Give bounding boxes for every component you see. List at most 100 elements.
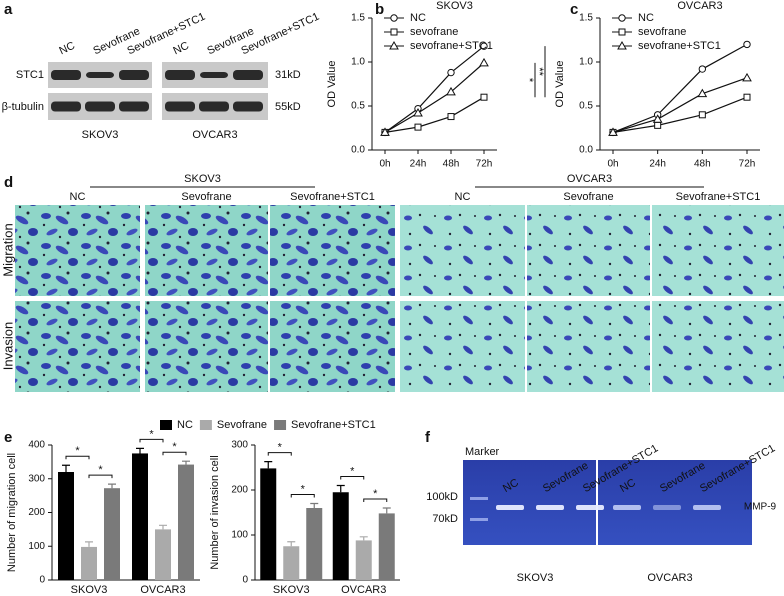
point [698,65,707,73]
blot-band [86,72,114,78]
significance-bracket [88,474,113,479]
point [618,14,626,22]
error-bar [359,536,368,541]
column-label: Sevofrane+STC1 [676,191,761,203]
y-tick-label: 100 [28,541,45,552]
band-label: MMP-9 [744,502,777,513]
panel-letter: c [570,1,578,18]
gel-band [653,505,681,510]
column-label: NC [455,191,471,203]
marker-band [470,518,488,521]
cell-label: SKOV3 [517,572,554,584]
point [617,40,627,50]
gel-band [496,505,524,510]
micrograph [145,301,268,392]
y-tick-label: 0.0 [579,145,593,156]
panel-letter: a [4,1,13,18]
marker-label: Marker [465,446,500,458]
legend-swatch [274,420,287,430]
line [612,77,748,133]
legend-label: sevofrane [638,26,686,38]
y-axis-label: OD Value [554,61,566,108]
error-bar [62,464,70,472]
column-label: NC [70,191,86,203]
point [743,40,751,49]
x-tick-label: 24h [649,159,666,170]
point [414,123,422,131]
micrograph [400,301,525,392]
point [380,127,390,136]
x-tick-label: 0h [607,159,618,170]
cell-label: OVCAR3 [647,572,692,584]
bar [283,546,300,580]
y-tick-label: 300 [28,473,45,484]
y-tick-label: 200 [231,485,248,496]
row-label: STC1 [16,69,44,81]
significance-bracket [162,451,187,456]
gel-band [576,505,604,510]
group-label: OVCAR3 [567,173,612,185]
legend-label: Sevofrane [217,419,267,431]
point [697,88,708,98]
bar [178,464,194,580]
y-tick-label: 100 [231,530,248,541]
x-tick-label: 72h [739,159,756,170]
panel-letter: d [4,174,13,191]
y-tick-label: 1.0 [351,57,365,68]
size-label: 31kD [275,69,301,81]
significance-bracket [65,455,90,460]
line [384,45,485,133]
significance-bracket [340,476,365,480]
chart-title: SKOV3 [436,0,473,12]
y-tick-label: 400 [28,440,45,451]
gel-band [613,505,641,510]
line [612,43,748,133]
size-label: 100kD [426,491,458,503]
y-tick-label: 0 [39,575,45,586]
x-tick-label: 48h [443,159,460,170]
blot-band [119,101,149,112]
error-bar [182,460,190,465]
micrograph [270,301,395,392]
blot-band [119,70,149,80]
size-label: 55kD [275,101,301,113]
panel-letter: e [4,429,12,446]
point [446,86,456,96]
error-bar [336,484,345,493]
legend-label: NC [410,12,426,24]
y-tick-label: 0.0 [351,145,365,156]
row-label: Migration [0,223,15,276]
x-tick-label: 48h [694,159,711,170]
error-bar [310,502,319,508]
panel-letter: f [425,429,431,446]
legend-label: sevofrane+STC1 [638,40,721,52]
gel [463,460,752,545]
x-tick-label: 72h [476,159,493,170]
micrograph [15,301,140,392]
point [413,108,423,117]
legend-label: NC [638,12,654,24]
point [390,28,398,36]
significance-bracket [363,498,388,502]
marker-band [470,497,488,500]
point [618,28,626,36]
gel-band [536,505,564,510]
bar [332,492,349,580]
error-bar [159,524,167,530]
blot-band [85,101,115,112]
lane-label: NC [171,40,191,58]
row-label: Invasion [0,322,15,370]
chart-title: OVCAR3 [677,0,722,12]
line [384,96,485,133]
y-tick-label: 1.5 [351,13,365,24]
blot-band [233,70,263,80]
legend-label: NC [177,419,193,431]
significance: * [278,442,283,454]
y-tick-label: 0 [242,575,248,586]
blot-band [200,72,228,78]
line [612,96,748,133]
point [743,93,751,101]
point [608,127,618,136]
significance-bracket [290,494,315,498]
